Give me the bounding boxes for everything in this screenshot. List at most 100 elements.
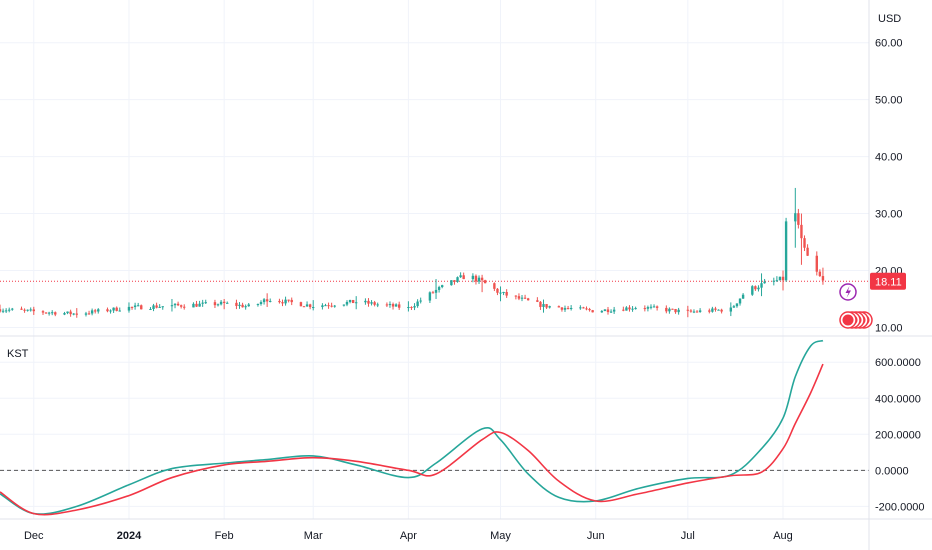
candle bbox=[625, 306, 628, 311]
candle bbox=[560, 307, 564, 312]
currency-label[interactable]: USD bbox=[878, 13, 901, 25]
candle bbox=[545, 303, 548, 310]
candle bbox=[66, 311, 69, 315]
candle bbox=[54, 311, 57, 317]
candle bbox=[391, 302, 395, 310]
candle bbox=[23, 308, 26, 313]
candle bbox=[821, 267, 825, 285]
candle bbox=[179, 304, 183, 309]
candle bbox=[431, 290, 435, 294]
candle bbox=[434, 279, 438, 299]
kst-line bbox=[0, 339, 824, 515]
candle bbox=[112, 307, 115, 313]
candle bbox=[677, 307, 680, 315]
price-tick-label: 30.00 bbox=[875, 209, 903, 221]
candle bbox=[90, 308, 94, 316]
candle bbox=[204, 299, 207, 304]
candle bbox=[471, 273, 475, 283]
candle bbox=[450, 280, 453, 286]
candle bbox=[631, 306, 634, 312]
candle bbox=[69, 309, 72, 317]
candle bbox=[514, 295, 518, 300]
candle bbox=[29, 307, 32, 312]
candle bbox=[330, 302, 333, 308]
candle bbox=[241, 302, 244, 308]
candle bbox=[698, 308, 702, 313]
candle bbox=[367, 298, 370, 307]
candle bbox=[738, 298, 742, 306]
dividend-flags-icon[interactable] bbox=[839, 311, 873, 329]
time-tick-label: Jul bbox=[681, 530, 695, 542]
candle bbox=[453, 280, 456, 285]
candle bbox=[480, 274, 484, 293]
time-tick-label: 2024 bbox=[117, 530, 142, 542]
candle bbox=[140, 304, 143, 310]
candle bbox=[643, 305, 647, 312]
candle bbox=[136, 302, 140, 307]
candle bbox=[106, 307, 109, 313]
candle bbox=[652, 304, 656, 308]
candle bbox=[1, 308, 5, 314]
candle bbox=[26, 309, 29, 312]
candle bbox=[244, 304, 247, 310]
candle bbox=[717, 309, 720, 311]
candle bbox=[462, 272, 465, 280]
candle bbox=[324, 303, 327, 307]
time-axis[interactable]: Dec 2024 Feb Mar Apr May Jun Jul Aug bbox=[24, 530, 793, 542]
candle bbox=[437, 285, 441, 293]
candle bbox=[588, 307, 591, 312]
price-tick-label: 10.00 bbox=[875, 322, 903, 334]
candle bbox=[118, 307, 121, 312]
candle bbox=[115, 306, 118, 312]
candle bbox=[646, 305, 650, 312]
candle bbox=[732, 304, 736, 308]
candle bbox=[772, 277, 776, 286]
price-tick-label: 40.00 bbox=[875, 152, 903, 164]
candle bbox=[195, 300, 198, 308]
candle bbox=[158, 304, 161, 309]
kst-indicator-label[interactable]: KST bbox=[7, 348, 29, 360]
candle bbox=[8, 307, 11, 313]
candle bbox=[235, 299, 238, 310]
kst-signal-line bbox=[0, 363, 824, 516]
candle bbox=[496, 288, 499, 296]
candle bbox=[216, 303, 220, 307]
time-tick-label: Feb bbox=[215, 530, 234, 542]
price-candles[interactable] bbox=[0, 187, 825, 318]
kst-tick-label: -200.0000 bbox=[875, 501, 925, 513]
candle bbox=[373, 300, 376, 307]
candle bbox=[256, 303, 260, 307]
candle bbox=[609, 309, 613, 313]
candle bbox=[351, 299, 355, 304]
candle bbox=[278, 298, 281, 304]
kst-tick-label: 600.0000 bbox=[875, 357, 921, 369]
candle bbox=[794, 187, 797, 248]
x-grid bbox=[33, 0, 784, 519]
candle bbox=[130, 306, 134, 310]
candle bbox=[741, 293, 745, 299]
candle bbox=[483, 279, 487, 284]
candle bbox=[397, 301, 401, 310]
time-tick-label: Aug bbox=[773, 530, 793, 542]
candle bbox=[800, 213, 803, 265]
candle bbox=[665, 305, 668, 314]
price-tick-label: 50.00 bbox=[875, 95, 903, 107]
candle bbox=[686, 305, 690, 318]
last-price-badge: 18.11 bbox=[870, 272, 906, 290]
candle bbox=[238, 302, 241, 309]
candle bbox=[751, 285, 754, 296]
candle bbox=[763, 278, 766, 284]
candle bbox=[127, 302, 131, 313]
earnings-event-icon[interactable] bbox=[839, 283, 857, 301]
candle bbox=[806, 244, 809, 256]
candle bbox=[520, 295, 524, 302]
kst-axis[interactable]: -200.0000 0.0000 200.0000 400.0000 600.0000 bbox=[875, 357, 925, 513]
candle bbox=[44, 312, 48, 314]
time-tick-label: May bbox=[490, 530, 511, 542]
candle bbox=[308, 303, 312, 310]
candle bbox=[708, 308, 711, 314]
candle bbox=[536, 297, 539, 303]
candle bbox=[440, 284, 444, 289]
